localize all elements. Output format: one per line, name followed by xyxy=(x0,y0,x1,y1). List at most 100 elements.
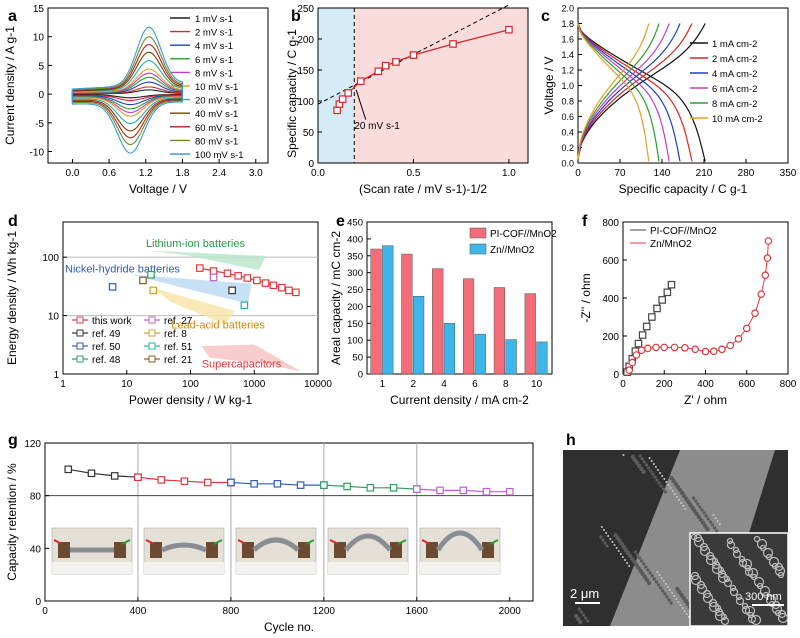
y-tick-label: 800 xyxy=(602,218,619,229)
legend-label: 10 mV s-1 xyxy=(195,82,238,93)
panel-c: c 0 70 140 210 280 350 0.0 0.2 0.4 0.6 0.8 1.0 1.2 1.4… xyxy=(541,4,797,197)
sem-texture xyxy=(678,499,680,501)
legend-label: 2 mA cm-2 xyxy=(712,54,757,65)
retention-point xyxy=(180,477,189,485)
y-axis-label: Voltage / V xyxy=(542,56,556,114)
panel-h: h 2 μm 300 nm xyxy=(563,432,789,627)
legend-marker xyxy=(148,355,156,363)
y-tick-label: -10 xyxy=(30,148,45,159)
inset-texture xyxy=(759,585,771,597)
sem-texture xyxy=(661,589,665,593)
y-tick-label: 250 xyxy=(297,4,314,15)
charge-curve xyxy=(577,23,681,160)
annotation-arrow xyxy=(355,89,367,120)
sem-texture xyxy=(669,589,671,591)
y-tick-label: 100 xyxy=(297,97,314,108)
data-point xyxy=(763,254,772,262)
sem-texture xyxy=(660,577,663,579)
inset-texture xyxy=(711,560,721,570)
region-label: Nickel-hydride batteries xyxy=(65,263,180,275)
retention-point xyxy=(296,481,305,489)
y-tick-label: 50 xyxy=(352,353,363,364)
y-tick-label: 40 xyxy=(30,544,42,555)
capacitive-region xyxy=(318,8,355,163)
clip-right xyxy=(298,542,310,558)
axes-frame xyxy=(366,221,553,375)
x-tick-label: 8 xyxy=(503,379,509,390)
inset-texture xyxy=(714,604,722,612)
region-lead-acid xyxy=(152,287,236,325)
inset-texture xyxy=(723,578,733,588)
sem-texture xyxy=(675,496,678,498)
retention-point xyxy=(436,486,444,495)
inset-texture xyxy=(696,580,706,590)
sem-texture xyxy=(679,604,682,606)
legend-label: 10 mA cm-2 xyxy=(712,114,763,125)
retention-point xyxy=(87,469,96,478)
ref-point xyxy=(240,301,249,310)
inset-texture xyxy=(714,610,726,622)
sem-texture xyxy=(638,454,642,458)
ref-point xyxy=(228,286,236,295)
y-tick-label: 0 xyxy=(308,159,314,170)
red-wire xyxy=(53,539,63,545)
y-tick-label: 0 xyxy=(613,370,619,381)
y-axis-label: Current density / A g-1 xyxy=(3,26,17,145)
bar xyxy=(524,293,536,375)
x-tick-label: 0.0 xyxy=(311,168,325,179)
bar xyxy=(493,287,505,375)
sem-texture xyxy=(714,517,717,519)
legend-label: ref. 51 xyxy=(164,342,193,353)
sem-texture xyxy=(648,571,652,575)
legend-label: 4 mA cm-2 xyxy=(712,69,757,80)
ref-point xyxy=(108,283,117,291)
x-axis-label: Cycle no. xyxy=(264,620,314,634)
inset-texture xyxy=(768,556,780,568)
legend-label: this work xyxy=(92,316,132,327)
x-tick-label: 280 xyxy=(738,168,755,179)
x-tick-label: 10 xyxy=(121,379,133,390)
data-point xyxy=(653,304,661,313)
y-tick-label: 15 xyxy=(33,4,45,15)
x-axis-label: Specific capacity / C g-1 xyxy=(619,182,748,196)
sem-texture xyxy=(656,571,659,573)
sem-texture xyxy=(685,613,688,615)
panel-label: b xyxy=(291,8,301,25)
sem-texture xyxy=(628,565,631,567)
y-tick-label: 350 xyxy=(347,251,363,262)
sem-texture xyxy=(605,532,608,534)
sem-texture xyxy=(659,472,662,474)
y-tick-label: 400 xyxy=(602,294,619,305)
panel-f: f 0 200 400 600 800 0 200 400 600 800 Z' / ohm -Z'' … xyxy=(579,213,797,407)
retention-point xyxy=(343,482,351,491)
sem-texture xyxy=(666,586,669,588)
region-ni-h xyxy=(131,274,252,304)
sem-texture xyxy=(581,613,586,617)
x-axis-label: Voltage / V xyxy=(129,182,187,196)
inset-texture xyxy=(753,576,765,588)
inset-texture xyxy=(711,563,723,575)
legend-label: 60 mV s-1 xyxy=(195,123,238,134)
data-point xyxy=(681,343,689,352)
sem-texture xyxy=(579,610,584,614)
diffusion-region xyxy=(354,8,528,163)
ref-point xyxy=(149,286,158,295)
sem-texture xyxy=(648,457,651,459)
y-tick-label: -5 xyxy=(35,119,44,130)
this-work-point xyxy=(253,276,261,285)
clip-right xyxy=(114,542,126,558)
x-tick-label: 1.8 xyxy=(175,168,189,179)
cv-curve xyxy=(71,26,183,154)
bar xyxy=(413,296,425,375)
legend-label: 4 mV s-1 xyxy=(195,41,233,52)
inset-texture xyxy=(690,533,698,541)
data-point xyxy=(751,309,759,318)
x-tick-label: 400 xyxy=(697,379,714,390)
data-point xyxy=(726,341,735,350)
y-tick-label: 250 xyxy=(347,285,363,296)
legend-label: ref. 50 xyxy=(92,342,121,353)
inset-texture xyxy=(729,587,739,597)
sem-texture xyxy=(675,598,678,600)
clip-right xyxy=(390,542,402,558)
legend-label: PI-COF//MnO2 xyxy=(650,226,717,237)
